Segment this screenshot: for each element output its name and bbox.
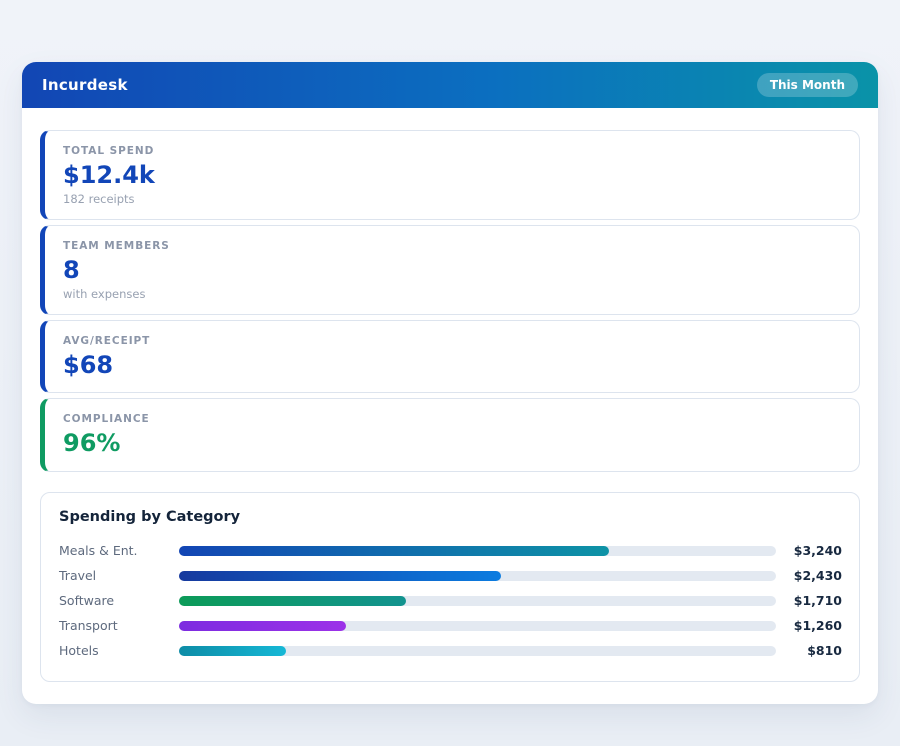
bar-track xyxy=(179,595,776,606)
bar-track xyxy=(179,620,776,631)
chart-row-software: Software $1,710 xyxy=(59,588,842,613)
category-label: Meals & Ent. xyxy=(59,543,138,559)
spending-by-category-card: Spending by Category Meals & Ent. $3,240… xyxy=(40,492,860,683)
chart-title: Spending by Category xyxy=(59,509,241,526)
chart-row-transport: Transport $1,260 xyxy=(59,613,842,638)
category-label: Software xyxy=(59,593,115,609)
chart-row-hotels: Hotels $810 xyxy=(59,638,842,663)
category-label: Transport xyxy=(59,618,118,634)
bar-track xyxy=(179,545,776,556)
chart-row-meals: Meals & Ent. $3,240 xyxy=(59,538,842,563)
stat-card-total-spend: TOTAL SPEND $12.4k 182 receipts xyxy=(40,130,860,220)
stat-value: 96% xyxy=(63,429,121,458)
bar-fill-meals xyxy=(179,545,609,556)
stat-value: $68 xyxy=(63,350,114,379)
stat-label: TOTAL SPEND xyxy=(63,145,155,157)
bar-fill-transport xyxy=(179,620,347,631)
bar-fill-travel xyxy=(179,570,502,581)
category-label: Travel xyxy=(59,568,97,584)
stat-label: AVG/RECEIPT xyxy=(63,334,151,347)
app-title: Incurdesk xyxy=(42,76,128,94)
stat-card-avg-receipt: AVG/RECEIPT $68 xyxy=(40,319,860,394)
period-filter-badge[interactable]: This Month xyxy=(756,73,858,97)
bar-fill-software xyxy=(179,595,406,606)
chart-row-travel: Travel $2,430 xyxy=(59,563,842,588)
stat-card-compliance: COMPLIANCE 96% xyxy=(40,398,860,473)
stat-card-team-members: TEAM MEMBERS 8 with expenses xyxy=(40,224,860,315)
category-value: $1,260 xyxy=(793,618,842,634)
bar-fill-hotels xyxy=(179,645,287,656)
dashboard-content: TOTAL SPEND $12.4k 182 receipts TEAM MEM… xyxy=(22,108,878,704)
stat-label: COMPLIANCE xyxy=(63,413,150,426)
category-value: $1,710 xyxy=(793,593,842,609)
category-value: $3,240 xyxy=(793,543,842,559)
stat-label: TEAM MEMBERS xyxy=(63,239,170,252)
bar-track xyxy=(179,570,776,581)
main-panel: Incurdesk This Month TOTAL SPEND $12.4k … xyxy=(22,62,878,705)
app-header: Incurdesk This Month xyxy=(22,62,878,108)
stat-sub: with expenses xyxy=(63,286,146,301)
stat-sub: 182 receipts xyxy=(63,191,135,206)
category-value: $2,430 xyxy=(793,568,842,584)
category-value: $810 xyxy=(807,643,842,659)
bar-track xyxy=(179,645,776,656)
category-label: Hotels xyxy=(59,643,99,659)
stat-value: $12.4k xyxy=(63,161,155,189)
stat-value: 8 xyxy=(63,255,80,284)
